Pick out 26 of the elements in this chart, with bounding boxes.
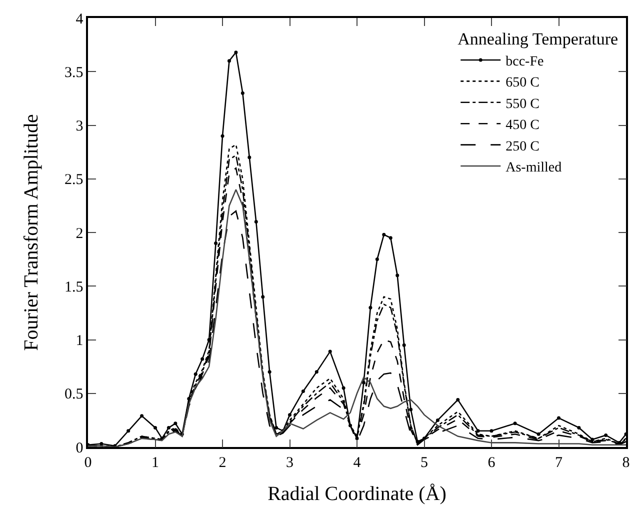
y-tick-label: 3 <box>76 118 84 134</box>
x-tick-label: 6 <box>488 454 496 471</box>
y-tick-label: 0.5 <box>64 386 84 403</box>
x-tick-label: 3 <box>286 454 294 471</box>
legend-label: 250 C <box>506 139 540 154</box>
x-tick-label: 4 <box>353 454 362 471</box>
y-axis-title: Fourier Transform Amplitude <box>20 114 42 351</box>
y-tick-label: 3.5 <box>64 64 84 81</box>
legend-label: bcc-Fe <box>506 54 544 70</box>
x-tick-label: 7 <box>555 454 563 471</box>
y-tick-label: 2 <box>76 226 84 242</box>
legend-label: 550 C <box>506 96 540 112</box>
legend-label: 650 C <box>506 76 540 91</box>
y-tick-label: 4 <box>76 11 84 28</box>
x-tick-label: 1 <box>152 454 159 471</box>
legend-label: As-milled <box>506 160 562 176</box>
y-tick-label: 0 <box>76 440 84 456</box>
x-tick-label: 5 <box>420 454 428 471</box>
legend-title: Annealing Temperature <box>458 29 618 48</box>
x-axis-title: Radial Coordinate (Å) <box>268 483 446 505</box>
x-tick-label: 2 <box>218 454 226 471</box>
x-tick-label: 8 <box>622 454 630 471</box>
y-tick-label: 2.5 <box>64 172 84 188</box>
legend-label: 450 C <box>506 118 540 134</box>
y-tick-label: 1.5 <box>64 279 84 296</box>
y-tick-label: 1 <box>76 333 84 349</box>
